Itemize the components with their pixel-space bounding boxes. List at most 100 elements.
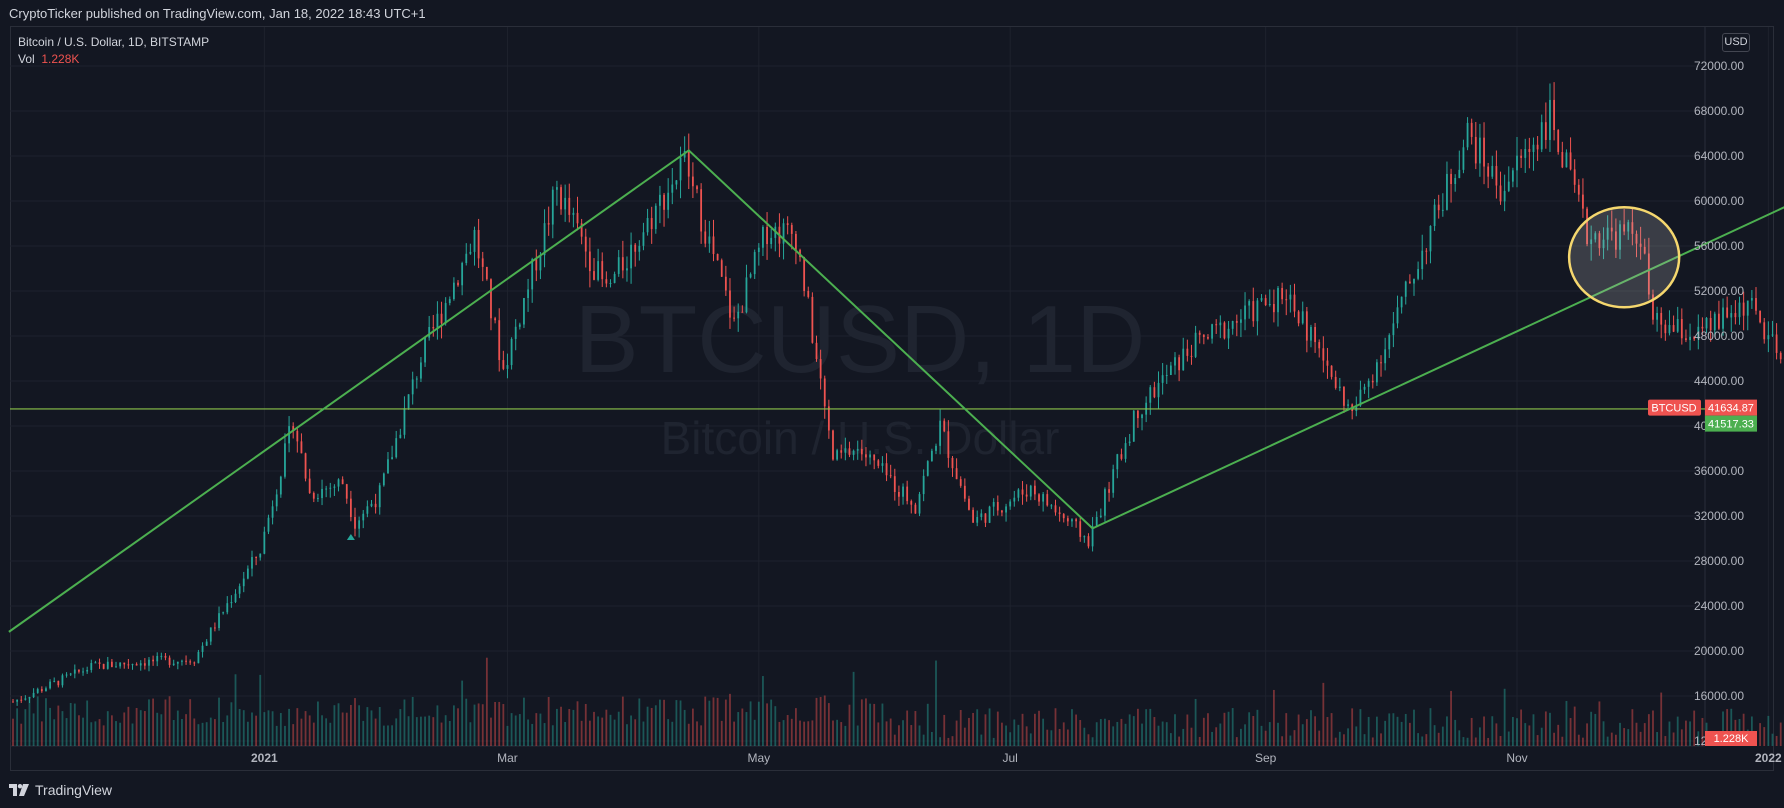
volume-bar — [856, 725, 859, 746]
candle-body — [1697, 326, 1700, 340]
candle-body — [1750, 298, 1753, 301]
volume-bar — [959, 710, 962, 746]
volume-bar — [1689, 721, 1691, 746]
volume-bar — [106, 711, 109, 746]
candle-body — [531, 259, 534, 290]
candle-body — [193, 662, 196, 664]
candle-body — [457, 282, 459, 286]
candle-body — [1441, 209, 1444, 211]
volume-bar — [832, 720, 834, 746]
candle-body — [514, 326, 517, 339]
volume-bar — [1169, 733, 1172, 746]
candle-body — [510, 338, 513, 366]
volume-bar — [251, 712, 253, 746]
volume-bar — [1730, 708, 1733, 746]
volume-bar — [889, 718, 892, 746]
candle-body — [1639, 243, 1642, 247]
candle-body — [1013, 497, 1016, 502]
volume-bar — [1553, 732, 1555, 746]
currency-button[interactable]: USD — [1722, 33, 1750, 52]
footer-brand[interactable]: TradingView — [9, 782, 112, 798]
volume-bar — [238, 708, 241, 746]
candle-body — [28, 697, 31, 699]
candle-body — [893, 476, 896, 492]
candle-body — [617, 257, 620, 274]
candle-body — [1726, 307, 1729, 318]
candle-body — [1029, 485, 1032, 497]
candle-body — [1046, 494, 1049, 506]
candle-body — [527, 289, 529, 299]
candle-body — [1614, 231, 1617, 250]
candle-body — [729, 290, 731, 318]
candle-body — [1680, 318, 1683, 339]
price-axis[interactable]: 72000.00 68000.00 64000.00 60000.00 56000.00… — [1694, 59, 1744, 748]
candle-body — [1582, 194, 1584, 209]
candle-body — [889, 475, 892, 477]
volume-bar — [452, 705, 455, 746]
volume-bar — [123, 712, 126, 746]
candle-body — [78, 669, 80, 672]
candle-body — [1425, 250, 1428, 252]
candle-body — [922, 475, 925, 495]
volume-bar — [1549, 712, 1551, 746]
volume-bar — [407, 716, 410, 746]
volume-bar — [325, 718, 328, 746]
drawings-layer[interactable] — [8, 113, 1784, 633]
candle-body — [1437, 204, 1440, 211]
volume-bar — [1483, 716, 1485, 746]
volume-bar — [259, 674, 262, 746]
volume-bar — [1141, 723, 1143, 746]
volume-bar — [345, 712, 348, 746]
volume-bar — [20, 723, 23, 746]
candle-body — [1264, 298, 1267, 306]
volume-bar — [865, 698, 867, 746]
last-price-label: 41634.87 — [1708, 403, 1754, 415]
volume-bar — [391, 725, 393, 746]
volume-badge-bg — [1705, 731, 1757, 746]
volume-bar — [803, 721, 806, 746]
volume-bar — [1479, 727, 1481, 746]
candle-body — [164, 655, 167, 658]
candle-body — [222, 612, 225, 614]
volume-bar — [1091, 737, 1094, 746]
candle-body — [201, 645, 204, 652]
volume-bar — [712, 697, 715, 746]
volume-bar — [1207, 713, 1209, 746]
volume-bar — [1577, 734, 1580, 746]
candle-body — [143, 663, 146, 666]
time-axis[interactable]: 2021MarMayJulSepNov2022MarMayJulSepNov — [251, 751, 1784, 765]
candle-body — [354, 517, 356, 529]
candle-body — [465, 253, 468, 264]
candle-body — [1281, 287, 1284, 300]
volume-bar — [1450, 690, 1452, 746]
candle-body — [1487, 166, 1490, 177]
candle-body — [757, 247, 760, 253]
volume-bar — [1433, 725, 1436, 746]
volume-bar — [168, 696, 171, 746]
candle-body — [712, 236, 715, 255]
volume-bar — [226, 715, 229, 746]
volume-bar — [621, 696, 624, 746]
volume-bar — [902, 720, 904, 746]
candle-body — [535, 259, 538, 271]
volume-bar — [551, 725, 554, 746]
candle-body — [36, 689, 39, 693]
candle-body — [246, 568, 249, 579]
candle-body — [663, 194, 665, 210]
candle-body — [675, 180, 678, 185]
candle-body — [139, 663, 142, 666]
volume-bar — [840, 722, 843, 746]
candle-body — [1594, 233, 1597, 240]
volume-bar — [1610, 732, 1613, 746]
candle-body — [972, 509, 974, 523]
candle-body — [1408, 281, 1411, 284]
candle-body — [626, 268, 628, 271]
volume-bar — [683, 709, 686, 746]
candle-body — [1054, 505, 1057, 513]
candle-body — [749, 274, 752, 278]
volume-bar — [790, 718, 793, 746]
y-tick-label: 24000.00 — [1694, 599, 1744, 613]
candle-body — [551, 189, 554, 225]
volume-bar — [531, 723, 534, 746]
